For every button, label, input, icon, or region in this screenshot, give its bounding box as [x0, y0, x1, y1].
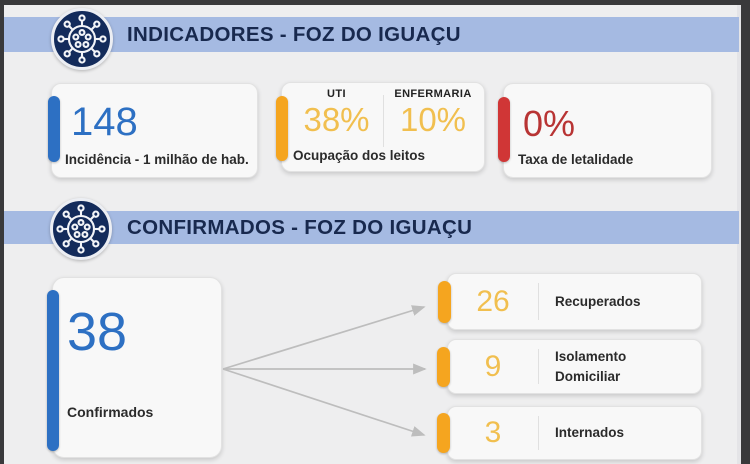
card-divider — [538, 283, 539, 320]
incidence-value: 148 — [71, 100, 138, 144]
section-badge — [50, 198, 112, 260]
virus-icon — [56, 204, 106, 254]
lethality-card: 0% Taxa de letalidade — [503, 83, 712, 178]
bed-occupancy-label: Ocupação dos leitos — [293, 148, 426, 163]
recovered-card: 26 Recuperados — [447, 273, 702, 330]
incidence-accent-bar — [48, 96, 60, 162]
enfermaria-column: ENFERMARIA 10% — [384, 88, 482, 138]
recovered-accent-bar — [438, 281, 451, 323]
virus-icon — [57, 14, 107, 64]
recovered-value: 26 — [476, 284, 510, 318]
column-divider — [383, 95, 384, 147]
enfermaria-label: ENFERMARIA — [394, 88, 472, 100]
hospitalized-card: 3 Internados — [447, 406, 702, 460]
home-isolation-card: 9 Isolamento Domiciliar — [447, 339, 702, 394]
card-divider — [538, 349, 539, 384]
section-header-indicadores: INDICADORES - FOZ DO IGUAÇU — [4, 17, 739, 52]
home-isolation-accent-bar — [437, 347, 450, 387]
section-title-indicadores: INDICADORES - FOZ DO IGUAÇU — [127, 22, 461, 46]
section-badge — [51, 8, 113, 70]
confirmed-total-card: 38 Confirmados — [52, 277, 222, 458]
confirmed-accent-bar — [47, 290, 59, 451]
card-divider — [538, 416, 539, 450]
home-isolation-label: Isolamento Domiciliar — [555, 348, 627, 384]
confirmed-total-label: Confirmados — [67, 404, 154, 420]
bed-occupancy-card: UTI 38% ENFERMARIA 10% Ocupação dos leit… — [281, 82, 485, 172]
lethality-accent-bar — [498, 97, 510, 162]
section-header-confirmados: CONFIRMADOS - FOZ DO IGUAÇU — [4, 211, 739, 244]
hospitalized-accent-bar — [437, 413, 450, 453]
lethality-label: Taxa de letalidade — [518, 152, 634, 167]
uti-value: 38% — [303, 101, 370, 138]
confirmed-total-value: 38 — [67, 302, 128, 362]
section-title-confirmados: CONFIRMADOS - FOZ DO IGUAÇU — [127, 215, 473, 239]
uti-column: UTI 38% — [290, 88, 383, 138]
enfermaria-value: 10% — [399, 101, 467, 138]
uti-label: UTI — [327, 88, 346, 100]
home-isolation-value: 9 — [484, 349, 502, 383]
incidence-card: 148 Incidência - 1 milhão de hab. — [51, 83, 258, 178]
bed-occupancy-accent-bar — [276, 96, 288, 161]
recovered-label: Recuperados — [555, 293, 641, 309]
hospitalized-label: Internados — [555, 425, 625, 441]
hospitalized-value: 3 — [484, 416, 502, 449]
lethality-value: 0% — [523, 103, 576, 144]
breakdown-arrows — [222, 305, 427, 437]
incidence-label: Incidência - 1 milhão de hab. — [65, 152, 249, 167]
